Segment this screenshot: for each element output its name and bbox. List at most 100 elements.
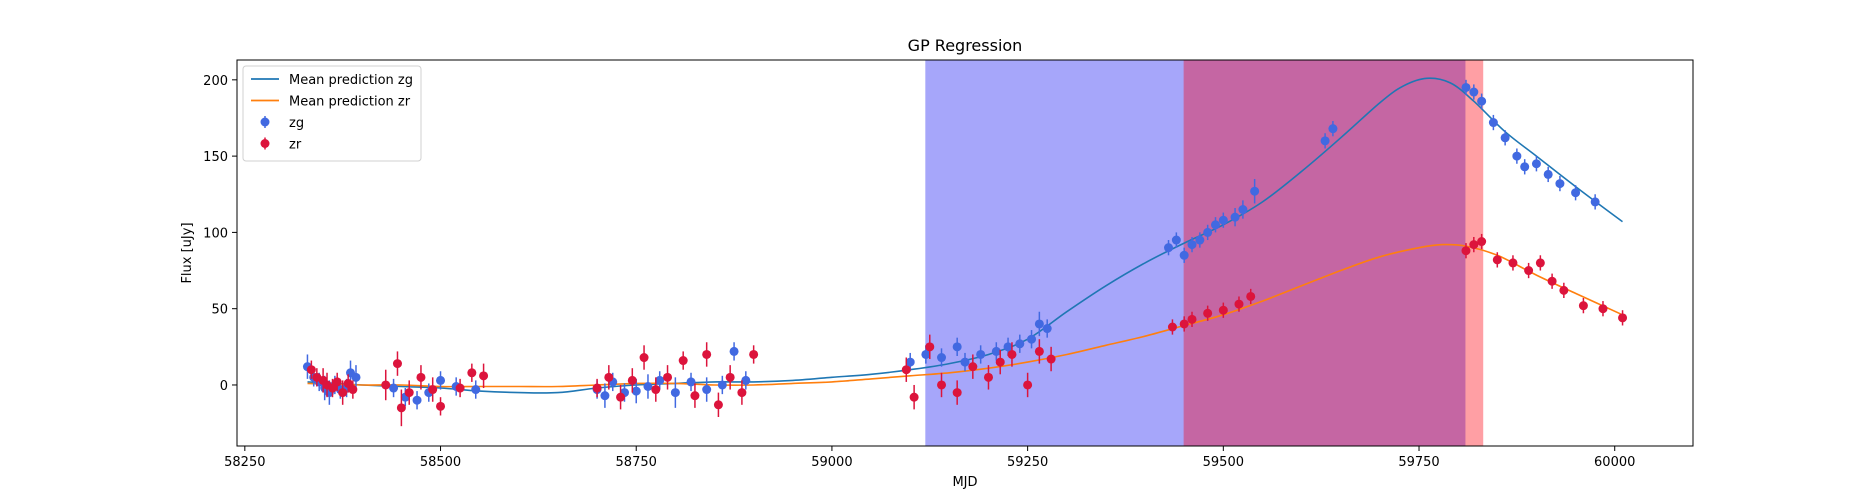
legend-box — [242, 65, 422, 162]
zr-point — [901, 365, 911, 375]
zg-point — [631, 386, 641, 396]
zr-point — [952, 388, 962, 398]
zg-point — [1512, 151, 1522, 161]
zr-point — [404, 388, 414, 398]
x-tick-label: 58500 — [420, 455, 461, 470]
zg-point — [1187, 240, 1197, 250]
shaded-region-2 — [1184, 60, 1466, 446]
x-tick-label: 59500 — [1203, 455, 1244, 470]
zg-point — [1477, 96, 1487, 106]
zg-point — [643, 381, 653, 391]
zr-point — [690, 391, 700, 401]
zg-point — [389, 383, 399, 393]
x-tick-label: 58750 — [616, 455, 657, 470]
zg-point — [1003, 342, 1013, 352]
zg-point — [1500, 133, 1510, 143]
zr-point — [1046, 354, 1056, 364]
zr-point — [1598, 304, 1608, 314]
zg-point — [1250, 186, 1260, 196]
zr-point — [702, 349, 712, 359]
zg-point — [436, 375, 446, 385]
zg-point — [1320, 136, 1330, 146]
zg-point — [702, 385, 712, 395]
zg-point — [600, 391, 610, 401]
zr-point — [1618, 313, 1628, 323]
zg-point — [670, 388, 680, 398]
zr-point — [343, 378, 353, 388]
zr-point — [725, 372, 735, 382]
zr-point — [381, 380, 391, 390]
zr-point — [909, 392, 919, 402]
zr-point — [1167, 322, 1177, 332]
zg-point — [729, 346, 739, 356]
zr-point — [467, 368, 477, 378]
x-tick-label: 59750 — [1398, 455, 1439, 470]
legend-label-mean-prediction-zr: Mean prediction zr — [289, 95, 411, 110]
zr-point — [396, 403, 406, 413]
zg-point — [1488, 118, 1498, 128]
zg-point — [1461, 82, 1471, 92]
zr-point — [1469, 240, 1479, 250]
zg-point — [1195, 235, 1205, 245]
zg-point — [1027, 334, 1037, 344]
zr-point — [983, 372, 993, 382]
zr-point — [1187, 314, 1197, 324]
zr-point — [663, 372, 673, 382]
zr-point — [436, 401, 446, 411]
zr-point — [1023, 380, 1033, 390]
zg-point — [1015, 339, 1025, 349]
zr-point — [678, 356, 688, 366]
zg-point — [905, 357, 915, 367]
zr-point — [1524, 266, 1534, 276]
zr-point — [1218, 305, 1228, 315]
zr-point — [1547, 276, 1557, 286]
zg-point — [412, 395, 422, 405]
zr-point — [604, 372, 614, 382]
zg-point — [351, 372, 361, 382]
zg-point — [937, 353, 947, 363]
zr-point — [328, 383, 338, 393]
zg-point — [1555, 179, 1565, 189]
x-tick-label: 59000 — [811, 455, 852, 470]
zr-point — [332, 377, 342, 387]
zg-point — [991, 346, 1001, 356]
series-zr — [306, 233, 1628, 427]
x-tick-label: 59250 — [1007, 455, 1048, 470]
zg-point — [921, 349, 931, 359]
zr-point — [306, 365, 316, 375]
zg-point — [655, 375, 665, 385]
zg-point — [1531, 159, 1541, 169]
zr-point — [1246, 291, 1256, 301]
zr-point — [1535, 258, 1545, 268]
zg-point — [1210, 220, 1220, 230]
legend: Mean prediction zg Mean prediction zr zg zr — [242, 65, 422, 162]
y-tick-label: 100 — [203, 226, 228, 241]
zg-point — [1230, 212, 1240, 222]
zg-point — [1034, 319, 1044, 329]
zg-point — [1469, 87, 1479, 97]
zr-point — [416, 372, 426, 382]
zg-point — [717, 380, 727, 390]
zg-point — [1203, 227, 1213, 237]
zr-point — [455, 383, 465, 393]
series-zg — [302, 79, 1600, 410]
y-tick-label: 150 — [203, 150, 228, 165]
zr-point — [968, 362, 978, 372]
zg-point — [741, 375, 751, 385]
shaded-region-3 — [1465, 60, 1484, 446]
x-axis-label: MJD — [952, 475, 977, 490]
zg-point — [1218, 215, 1228, 225]
zg-point — [1328, 124, 1338, 134]
zr-point — [925, 342, 935, 352]
x-tick-label: 58250 — [224, 455, 265, 470]
zg-point — [471, 385, 481, 395]
zg-point — [1238, 205, 1248, 215]
zg-point — [1590, 197, 1600, 207]
zr-point — [428, 385, 438, 395]
zg-point — [1164, 243, 1174, 253]
zr-point — [348, 385, 358, 395]
zr-point — [1578, 301, 1588, 311]
zg-point — [976, 349, 986, 359]
